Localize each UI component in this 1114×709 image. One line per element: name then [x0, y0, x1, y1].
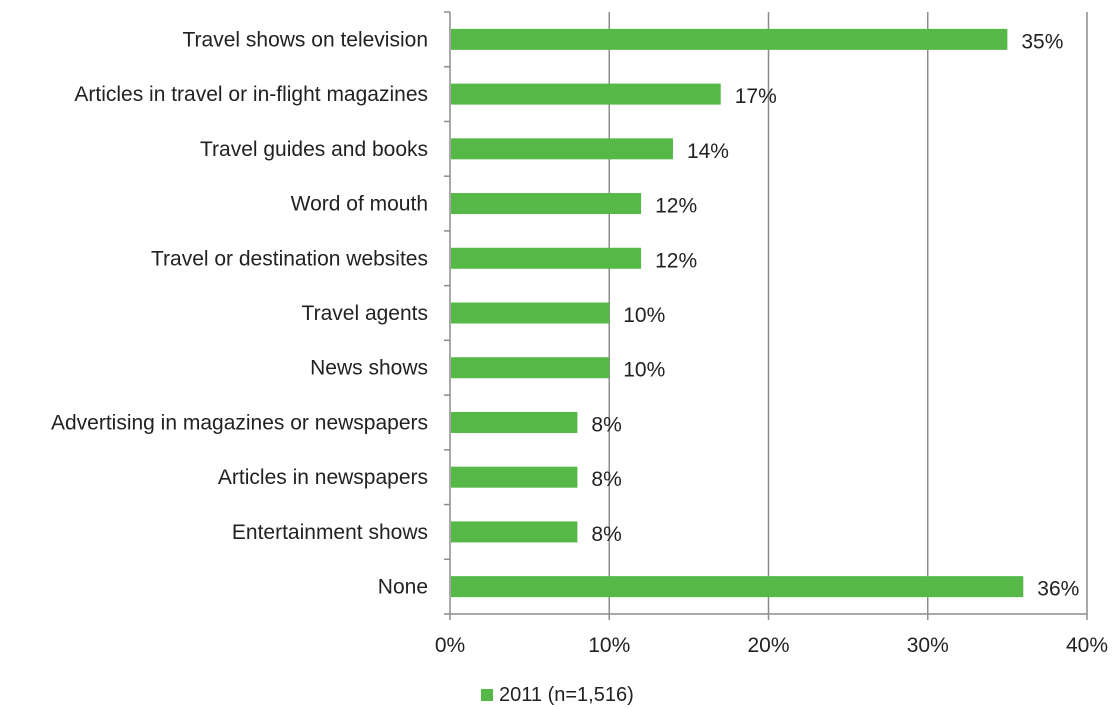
- data-label: 8%: [591, 523, 621, 546]
- category-label: Articles in newspapers: [218, 466, 428, 489]
- data-label: 17%: [735, 85, 777, 108]
- category-label: Travel or destination websites: [151, 247, 428, 270]
- bar: [451, 466, 578, 488]
- bar: [451, 193, 642, 215]
- data-label: 35%: [1021, 30, 1063, 53]
- x-tick-label: 10%: [588, 634, 630, 657]
- x-tick-label: 0%: [435, 634, 465, 657]
- category-label: Articles in travel or in-flight magazine…: [74, 83, 428, 106]
- data-label: 8%: [591, 413, 621, 436]
- data-label: 10%: [623, 359, 665, 382]
- data-label: 12%: [655, 249, 697, 272]
- data-label: 12%: [655, 195, 697, 218]
- bar: [451, 357, 610, 379]
- x-tick-label: 20%: [747, 634, 789, 657]
- x-tick-labels: 0% 10% 20% 30% 40%: [435, 634, 1108, 657]
- bar: [451, 302, 610, 324]
- category-label: Entertainment shows: [232, 521, 428, 544]
- axes: [444, 11, 1088, 620]
- data-label: 10%: [623, 304, 665, 327]
- bar: [451, 576, 1024, 598]
- x-tick-label: 40%: [1066, 634, 1108, 657]
- legend-swatch: [481, 689, 493, 701]
- category-label: News shows: [310, 357, 428, 380]
- category-label: Travel agents: [302, 302, 428, 325]
- bar: [451, 411, 578, 433]
- bar: [451, 247, 642, 269]
- data-label: 14%: [687, 140, 729, 163]
- legend-label: 2011 (n=1,516): [499, 683, 634, 706]
- bar: [451, 83, 721, 105]
- category-label: None: [378, 576, 428, 599]
- value-labels: 35% 17% 14% 12% 12% 10% 10% 8% 8% 8% 36%: [591, 30, 1079, 600]
- category-label: Advertising in magazines or newspapers: [51, 411, 428, 434]
- data-label: 36%: [1037, 578, 1079, 601]
- x-tick-label: 30%: [907, 634, 949, 657]
- bars: [451, 28, 1024, 598]
- bar: [451, 28, 1008, 50]
- bar: [451, 138, 673, 160]
- category-labels: Travel shows on television Articles in tr…: [51, 28, 428, 598]
- legend: 2011 (n=1,516): [481, 684, 634, 706]
- category-label: Travel shows on television: [183, 28, 429, 51]
- category-label: Word of mouth: [291, 193, 428, 216]
- data-label: 8%: [591, 468, 621, 491]
- category-label: Travel guides and books: [200, 138, 428, 161]
- bar: [451, 521, 578, 543]
